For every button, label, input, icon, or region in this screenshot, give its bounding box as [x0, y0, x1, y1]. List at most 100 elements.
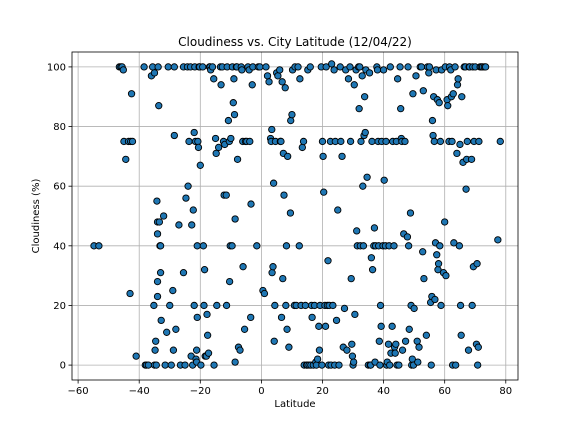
data-point: [442, 271, 450, 280]
data-point: [222, 301, 231, 310]
data-point: [413, 337, 421, 345]
data-point: [454, 75, 462, 83]
data-point: [268, 269, 276, 277]
data-point: [217, 81, 225, 89]
data-point: [200, 301, 208, 310]
data-point: [196, 161, 204, 169]
data-point: [262, 63, 270, 71]
data-point: [203, 310, 211, 319]
data-point: [260, 289, 269, 298]
data-point: [335, 361, 343, 369]
data-point: [468, 301, 476, 310]
data-point: [368, 266, 377, 274]
data-point: [380, 176, 388, 184]
data-point: [422, 331, 431, 339]
data-point: [247, 313, 255, 322]
data-point: [192, 346, 201, 354]
data-point: [199, 63, 207, 71]
data-point: [475, 137, 483, 146]
data-point: [208, 63, 217, 71]
data-point: [458, 93, 466, 101]
data-point: [450, 239, 458, 247]
data-point: [419, 248, 427, 256]
plot-frame: [71, 51, 519, 381]
data-point: [384, 340, 393, 348]
data-point: [156, 242, 165, 250]
data-point: [169, 286, 177, 295]
data-point: [164, 63, 172, 71]
data-point: [430, 137, 438, 146]
y-tick-label: 80: [53, 122, 66, 133]
data-point: [351, 310, 359, 319]
data-point: [181, 361, 189, 369]
data-point: [453, 149, 461, 158]
data-point: [350, 81, 358, 89]
data-point: [161, 361, 169, 369]
data-point: [296, 75, 304, 83]
data-point: [225, 277, 234, 286]
data-point: [238, 66, 246, 74]
data-point: [279, 274, 287, 283]
data-point: [444, 102, 452, 110]
data-point: [159, 212, 168, 220]
data-point: [346, 63, 354, 71]
data-point: [451, 63, 459, 71]
data-point: [494, 236, 502, 244]
data-point: [321, 322, 330, 330]
data-point: [285, 343, 293, 351]
data-point: [132, 352, 140, 360]
data-point: [281, 84, 289, 92]
data-point: [391, 349, 399, 357]
data-point: [388, 322, 396, 330]
data-point: [144, 361, 153, 369]
data-point: [361, 128, 369, 137]
y-tick-label: 40: [53, 241, 66, 252]
data-point: [150, 301, 158, 310]
data-point: [170, 131, 178, 140]
data-point: [153, 277, 162, 286]
data-point: [274, 72, 282, 80]
data-point: [448, 137, 456, 146]
data-point: [425, 63, 434, 71]
data-point: [283, 325, 291, 333]
data-point: [214, 143, 223, 152]
data-point: [315, 322, 323, 330]
data-point: [456, 140, 464, 149]
data-point: [306, 63, 314, 71]
data-point: [236, 346, 244, 354]
data-point: [404, 63, 412, 71]
data-point: [193, 313, 201, 322]
data-point: [271, 301, 279, 310]
data-point: [119, 66, 127, 74]
data-point: [280, 191, 288, 199]
data-point: [313, 355, 322, 363]
data-point: [340, 304, 349, 313]
data-point: [277, 313, 286, 322]
data-point: [392, 340, 400, 348]
data-point: [265, 78, 273, 86]
data-point: [211, 134, 220, 143]
data-point: [190, 128, 198, 137]
data-point: [286, 209, 295, 217]
data-point: [256, 63, 264, 71]
data-point: [481, 63, 490, 71]
axis-ticks: −60 −40 −20 0 20 40 60 80 0 20 40 60 80 100: [47, 62, 512, 397]
data-point: [404, 242, 413, 250]
x-tick-label: −60: [68, 386, 89, 397]
data-point: [197, 361, 205, 369]
x-tick-label: −20: [190, 386, 211, 397]
data-point: [337, 137, 345, 146]
data-point: [210, 361, 218, 369]
data-point: [359, 242, 368, 250]
data-point: [320, 188, 328, 196]
data-point: [395, 361, 403, 369]
data-point: [330, 66, 338, 74]
data-point: [455, 242, 463, 250]
data-point: [425, 69, 433, 77]
data-point: [231, 358, 239, 366]
data-point: [152, 361, 160, 369]
data-point: [172, 325, 180, 333]
data-point: [189, 206, 197, 214]
data-point: [417, 63, 426, 71]
